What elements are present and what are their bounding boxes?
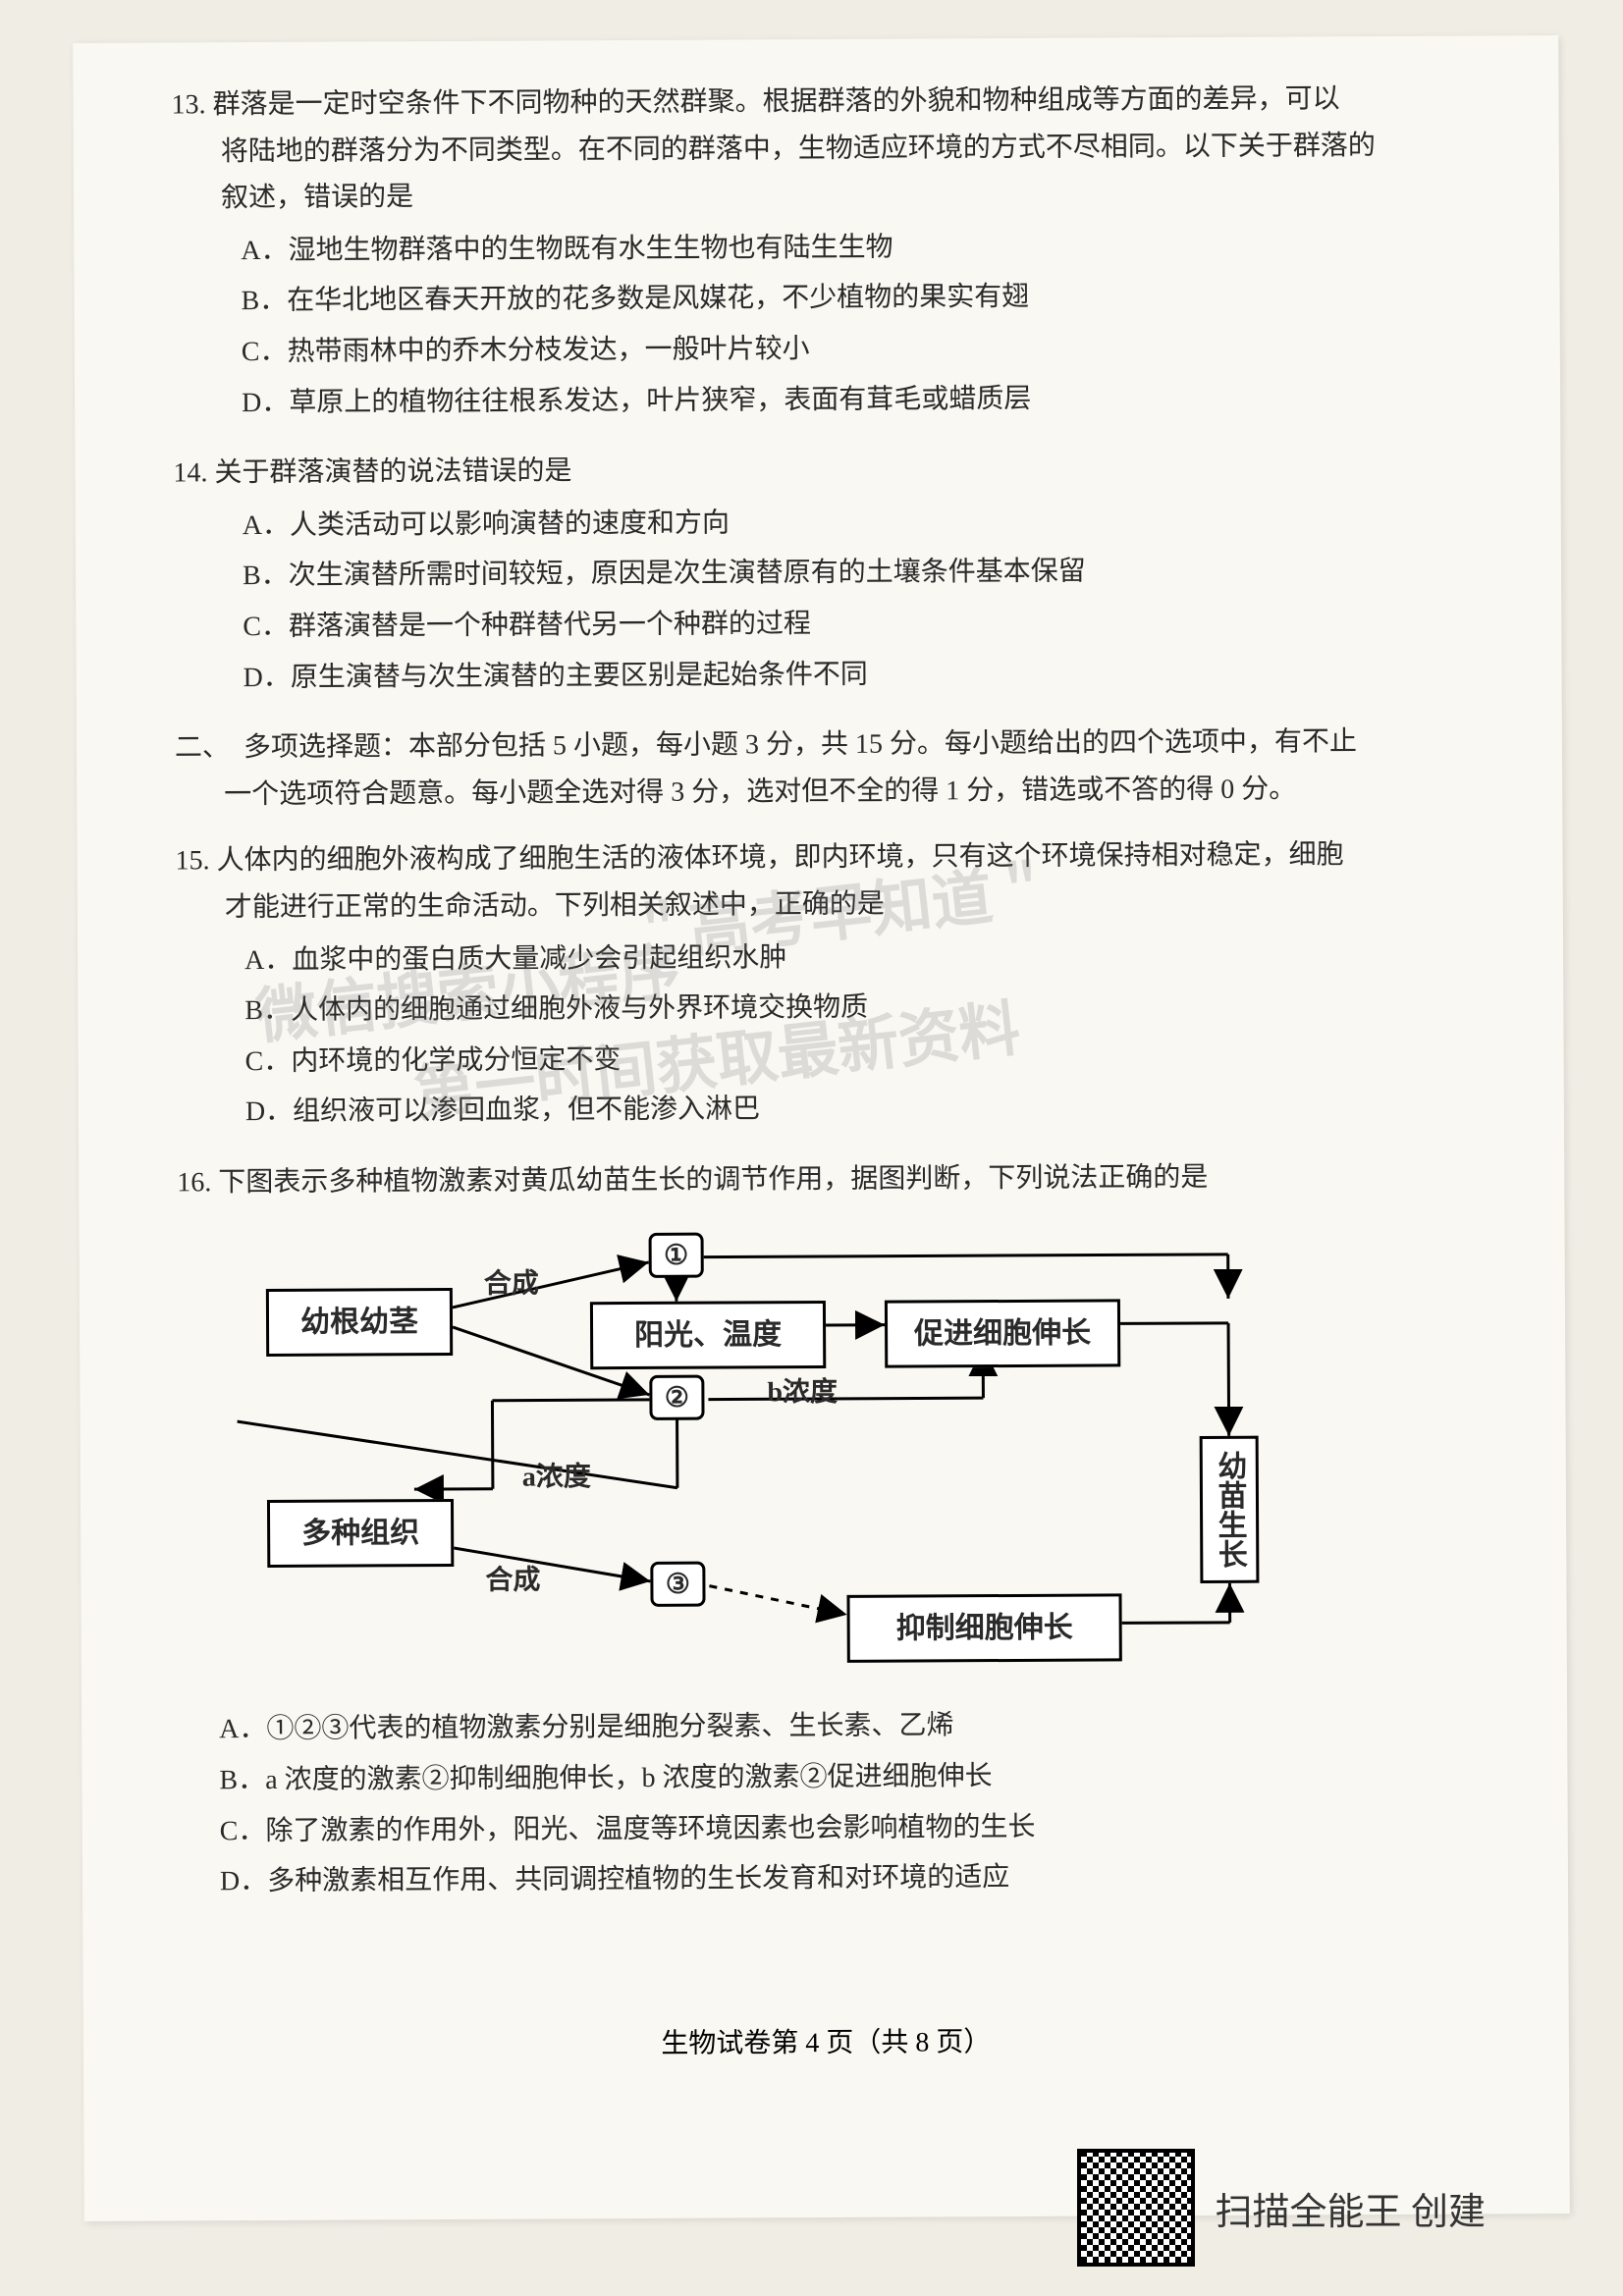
option-c: C．热带雨林中的乔木分枝发达，一般叶片较小	[242, 322, 1501, 375]
node-promote-elongation: 促进细胞伸长	[885, 1300, 1120, 1368]
question-number: 16.	[177, 1167, 211, 1198]
question-number: 13.	[171, 89, 205, 120]
option-c: C．内环境的化学成分恒定不变	[245, 1032, 1505, 1085]
scan-app-label: 扫描全能王 创建	[1215, 2181, 1486, 2235]
node-multi-tissue: 多种组织	[267, 1499, 454, 1568]
label-synthesis-2: 合成	[485, 1558, 540, 1605]
section-line: 一个选项符合题意。每小题全选对得 3 分，选对但不全的得 1 分，错选或不答的得…	[175, 765, 1503, 819]
question-stem-line: 群落是一定时空条件下不同物种的天然群聚。根据群落的外貌和物种组成等方面的差异，可…	[212, 83, 1339, 120]
option-b: B．在华北地区春天开放的花多数是风媒花，不少植物的果实有翅	[241, 272, 1500, 325]
question-13: 13. 群落是一定时空条件下不同物种的天然群聚。根据群落的外貌和物种组成等方面的…	[171, 75, 1501, 426]
node-circle-1: ①	[649, 1233, 704, 1278]
question-number: 15.	[175, 846, 209, 877]
options-list: A．①②③代表的植物激素分别是细胞分裂素、生长素、乙烯 B．a 浓度的激素②抑制…	[180, 1700, 1509, 1905]
option-d: D．草原上的植物往往根系发达，叶片狭窄，表面有茸毛或蜡质层	[242, 373, 1501, 426]
options-list: A．湿地生物群落中的生物既有水生生物也有陆生生物 B．在华北地区春天开放的花多数…	[172, 221, 1501, 426]
options-list: A．人类活动可以影响演替的速度和方向 B．次生演替所需时间较短，原因是次生演替原…	[174, 496, 1503, 701]
node-inhibit-elongation: 抑制细胞伸长	[846, 1594, 1121, 1663]
option-c: C．群落演替是一个种群替代另一个种群的过程	[243, 597, 1502, 650]
option-a: A．血浆中的蛋白质大量减少会引起组织水肿	[244, 931, 1504, 984]
option-d: D．多种激素相互作用、共同调控植物的生长发育和对环境的适应	[220, 1852, 1509, 1905]
question-number: 14.	[173, 457, 207, 488]
exam-page: ＂高考早知道＂ 微信搜索小程序 第一时间获取最新资料 13. 群落是一定时空条件…	[73, 35, 1570, 2221]
page-footer: 生物试卷第 4 页（共 8 页）	[83, 2017, 1569, 2064]
question-stem-line: 下图表示多种植物激素对黄瓜幼苗生长的调节作用，据图判断，下列说法正确的是	[218, 1162, 1208, 1198]
section-line: 二、 多项选择题：本部分包括 5 小题，每小题 3 分，共 15 分。每小题给出…	[175, 726, 1357, 763]
option-a: A．人类活动可以影响演替的速度和方向	[243, 496, 1502, 549]
question-14: 14. 关于群落演替的说法错误的是 A．人类活动可以影响演替的速度和方向 B．次…	[173, 444, 1502, 702]
question-stem-line: 关于群落演替的说法错误的是	[214, 455, 571, 488]
option-b: B．人体内的细胞通过细胞外液与外界环境交换物质	[244, 981, 1504, 1034]
question-stem-line: 人体内的细胞外液构成了细胞生活的液体环境，即内环境，只有这个环境保持相对稳定，细…	[216, 840, 1343, 877]
question-stem-line: 才能进行正常的生命活动。下列相关叙述中，正确的是	[176, 878, 1504, 932]
section-heading: 二、 多项选择题：本部分包括 5 小题，每小题 3 分，共 15 分。每小题给出…	[175, 718, 1503, 818]
question-16: 16. 下图表示多种植物激素对黄瓜幼苗生长的调节作用，据图判断，下列说法正确的是	[177, 1152, 1509, 1905]
label-b-concentration: b浓度	[767, 1369, 838, 1416]
option-b: B．次生演替所需时间较短，原因是次生演替原有的土壤条件基本保留	[243, 547, 1502, 600]
option-c: C．除了激素的作用外，阳光、温度等环境因素也会影响植物的生长	[220, 1801, 1509, 1854]
hormone-diagram: 幼根幼茎 多种组织 ① 阳光、温度 ② ③ 促进细胞伸长 抑制细胞伸长 幼苗生长…	[237, 1230, 1368, 1687]
node-seedling-growth: 幼苗生长	[1200, 1436, 1260, 1583]
question-15: 15. 人体内的细胞外液构成了细胞生活的液体环境，即内环境，只有这个环境保持相对…	[175, 831, 1505, 1137]
options-list: A．血浆中的蛋白质大量减少会引起组织水肿 B．人体内的细胞通过细胞外液与外界环境…	[176, 931, 1505, 1136]
option-d: D．组织液可以渗回血浆，但不能渗入淋巴	[245, 1083, 1505, 1136]
label-a-concentration: a浓度	[522, 1455, 591, 1502]
node-circle-2: ②	[649, 1375, 704, 1420]
option-b: B．a 浓度的激素②抑制细胞伸长，b 浓度的激素②促进细胞伸长	[219, 1750, 1508, 1803]
scan-app-badge: 扫描全能王 创建	[1077, 2149, 1486, 2267]
label-synthesis-1: 合成	[484, 1261, 539, 1308]
question-stem-line: 叙述，错误的是	[172, 169, 1500, 223]
option-a: A．①②③代表的植物激素分别是细胞分裂素、生长素、乙烯	[219, 1700, 1508, 1753]
node-young-root-stem: 幼根幼茎	[266, 1288, 453, 1357]
node-sunlight-temperature: 阳光、温度	[590, 1301, 826, 1369]
node-circle-3: ③	[650, 1562, 705, 1607]
question-stem-line: 将陆地的群落分为不同类型。在不同的群落中，生物适应环境的方式不尽相同。以下关于群…	[172, 122, 1500, 176]
option-a: A．湿地生物群落中的生物既有水生生物也有陆生生物	[241, 221, 1500, 274]
option-d: D．原生演替与次生演替的主要区别是起始条件不同	[243, 648, 1502, 701]
qr-code-icon	[1077, 2149, 1195, 2267]
